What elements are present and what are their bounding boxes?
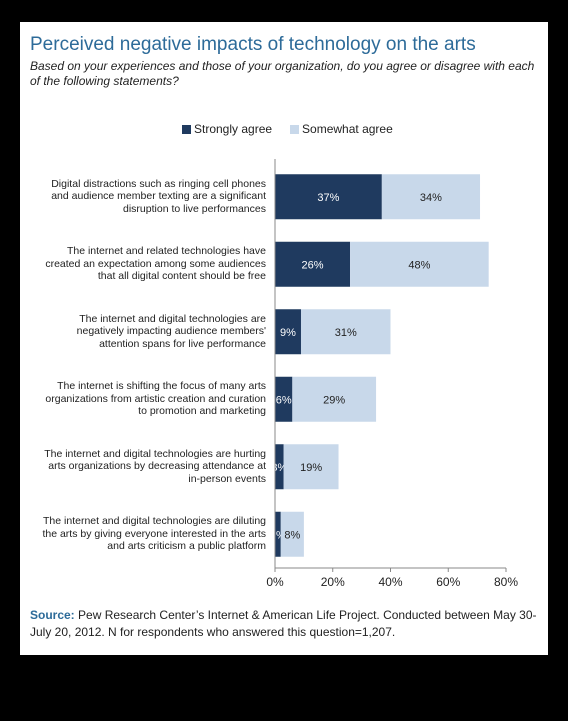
bar-data-label-somewhat-agree-3: 29% [323, 394, 345, 406]
bar-strongly-agree-5 [275, 511, 281, 557]
legend-swatch-strongly-agree [182, 124, 191, 134]
x-tick-label-4: 80% [494, 575, 518, 589]
bar-somewhat-agree-2 [300, 309, 391, 355]
bar-chart: 37% 34%26% 48%9% 31%6% 29%3% 19%2%8%0% 20% 40% 6… [266, 159, 518, 589]
bar-strongly-agree-1 [275, 241, 351, 287]
chart-title: Perceived negative impacts of technology… [30, 34, 476, 55]
chart-subtitle: Based on your experiences and those of y… [30, 59, 535, 88]
bar-data-label-somewhat-agree-1: 48% [408, 259, 430, 271]
bar-data-label-strongly-agree-1: 26% [302, 259, 324, 271]
bar-somewhat-agree-4 [283, 444, 339, 490]
category-label-2: The internet and digital technologies ar… [76, 312, 266, 350]
legend-swatch-somewhat-agree [290, 124, 300, 134]
bar-data-label-somewhat-agree-2: 31% [335, 327, 357, 339]
category-label-0: Digital distractions such as ringing cel… [51, 177, 266, 215]
source-label: Source: [30, 608, 75, 622]
legend-label-somewhat-agree: Somewhat agree [302, 122, 393, 136]
bar-data-label-strongly-agree-2: 9% [280, 327, 296, 339]
x-tick-label-3: 60% [436, 575, 460, 589]
bar-data-label-somewhat-agree-0: 34% [420, 192, 442, 204]
legend-item-somewhat-agree: Somewhat agree [290, 122, 393, 136]
source-note: Source: Pew Research Center’s Internet &… [30, 607, 540, 641]
category-label-5: The internet and digital technologies ar… [42, 515, 266, 553]
x-tick-label-2: 40% [378, 575, 402, 589]
chart-panel: Perceived negative impacts of technology… [20, 22, 548, 655]
category-label-3: The internet is shifting the focus of ma… [45, 380, 266, 418]
source-text: Pew Research Center’s Internet & America… [30, 608, 537, 639]
bar-strongly-agree-0 [275, 174, 382, 220]
bar-somewhat-agree-5 [280, 511, 304, 557]
category-label-4: The internet and digital technologies ar… [44, 447, 266, 485]
chart-legend: Strongly agree Somewhat agree [182, 122, 411, 136]
bar-somewhat-agree-0 [381, 174, 481, 220]
bar-strongly-agree-4 [275, 444, 284, 490]
x-tick-label-0: 0% [266, 575, 284, 589]
legend-label-strongly-agree: Strongly agree [194, 122, 273, 136]
bar-strongly-agree-3 [275, 376, 293, 422]
bar-data-label-somewhat-agree-4: 19% [300, 462, 322, 474]
category-label-1: The internet and related technologies ha… [45, 245, 266, 283]
bar-data-label-strongly-agree-3: 6% [276, 394, 292, 406]
x-tick-label-1: 20% [321, 575, 345, 589]
bar-data-label-strongly-agree-0: 37% [317, 192, 339, 204]
bar-somewhat-agree-3 [292, 376, 377, 422]
bar-somewhat-agree-1 [350, 241, 489, 287]
bar-data-label-somewhat-agree-5: 8% [284, 529, 300, 541]
bar-strongly-agree-2 [275, 309, 301, 355]
legend-item-strongly-agree: Strongly agree [182, 122, 272, 136]
